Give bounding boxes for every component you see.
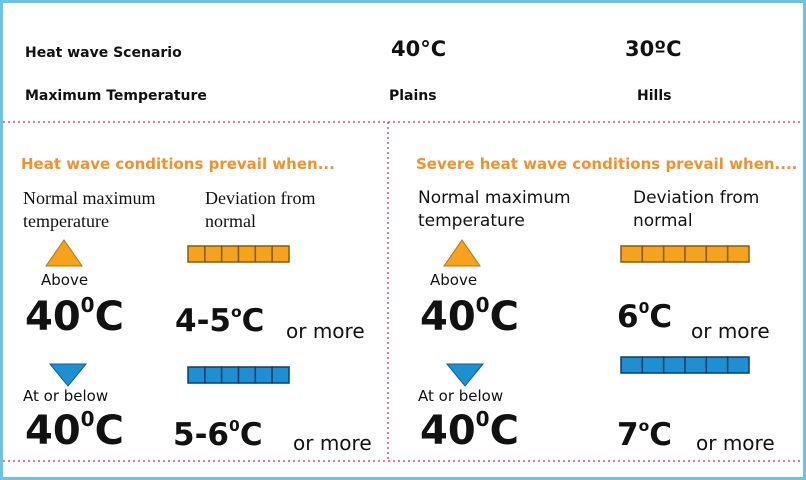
normal-label: Normal maximum temperature (23, 188, 156, 231)
max-temp-label: Maximum Temperature (25, 88, 207, 104)
deviation: 60C (617, 299, 672, 335)
condition: Above (430, 271, 478, 289)
deviation-degree: 0 (229, 417, 240, 436)
orange-bar (620, 245, 750, 263)
deviation: 7oC (617, 417, 672, 453)
temperature-degree: 0 (80, 293, 95, 317)
deviation-degree: o (638, 417, 650, 436)
deviation: 4-5oC (175, 303, 264, 339)
deviation-unit: C (649, 299, 673, 335)
condition: At or below (23, 387, 109, 405)
plains-label: Plains (389, 88, 437, 104)
temperature-unit: C (489, 408, 519, 454)
dividers (3, 121, 803, 462)
condition: At or below (418, 387, 504, 405)
panel-title: Heat wave conditions prevail when... (21, 155, 335, 173)
deviation-number: 4-5 (175, 303, 232, 339)
suffix: or more (691, 319, 770, 343)
suffix: or more (286, 319, 365, 343)
temperature-number: 40 (420, 294, 476, 340)
deviation-degree: o (231, 303, 242, 322)
condition: Above (41, 271, 89, 289)
temperature-unit: C (489, 294, 519, 340)
temperature-unit: C (94, 294, 124, 340)
plains-temp: 40°C (391, 37, 447, 61)
up-triangle (443, 239, 481, 267)
hills-label: Hills (637, 88, 672, 104)
temperature: 400C (420, 293, 519, 340)
temperature-number: 40 (25, 294, 81, 340)
down-triangle (49, 363, 87, 387)
deviation-number: 6 (617, 299, 639, 335)
temperature-degree: 0 (475, 293, 490, 317)
hills-temp: 30ºC (625, 37, 682, 61)
deviation-label: Deviation from normal (633, 188, 760, 231)
temperature-degree: 0 (475, 407, 490, 431)
deviation-unit: C (649, 417, 672, 453)
deviation-number: 7 (617, 417, 639, 453)
temperature-number: 40 (420, 408, 476, 454)
deviation-number: 5-6 (173, 417, 230, 453)
temperature-degree: 0 (80, 407, 95, 431)
temperature-unit: C (94, 408, 124, 454)
deviation-label: Deviation from normal (205, 188, 316, 231)
deviation-degree: 0 (638, 299, 650, 318)
down-triangle (446, 363, 484, 387)
temperature-number: 40 (25, 408, 81, 454)
suffix: or more (696, 431, 775, 455)
blue-bar (620, 356, 750, 374)
normal-label: Normal maximum temperature (418, 188, 571, 231)
orange-bar (187, 245, 290, 263)
suffix: or more (293, 431, 372, 455)
deviation: 5-60C (173, 417, 263, 453)
scenario-label: Heat wave Scenario (25, 45, 182, 61)
temperature: 400C (25, 293, 124, 340)
temperature: 400C (420, 407, 519, 454)
temperature: 400C (25, 407, 124, 454)
deviation-unit: C (239, 417, 263, 453)
deviation-unit: C (241, 303, 265, 339)
panel-title: Severe heat wave conditions prevail when… (416, 155, 798, 173)
up-triangle (45, 239, 83, 267)
blue-bar (187, 366, 290, 384)
